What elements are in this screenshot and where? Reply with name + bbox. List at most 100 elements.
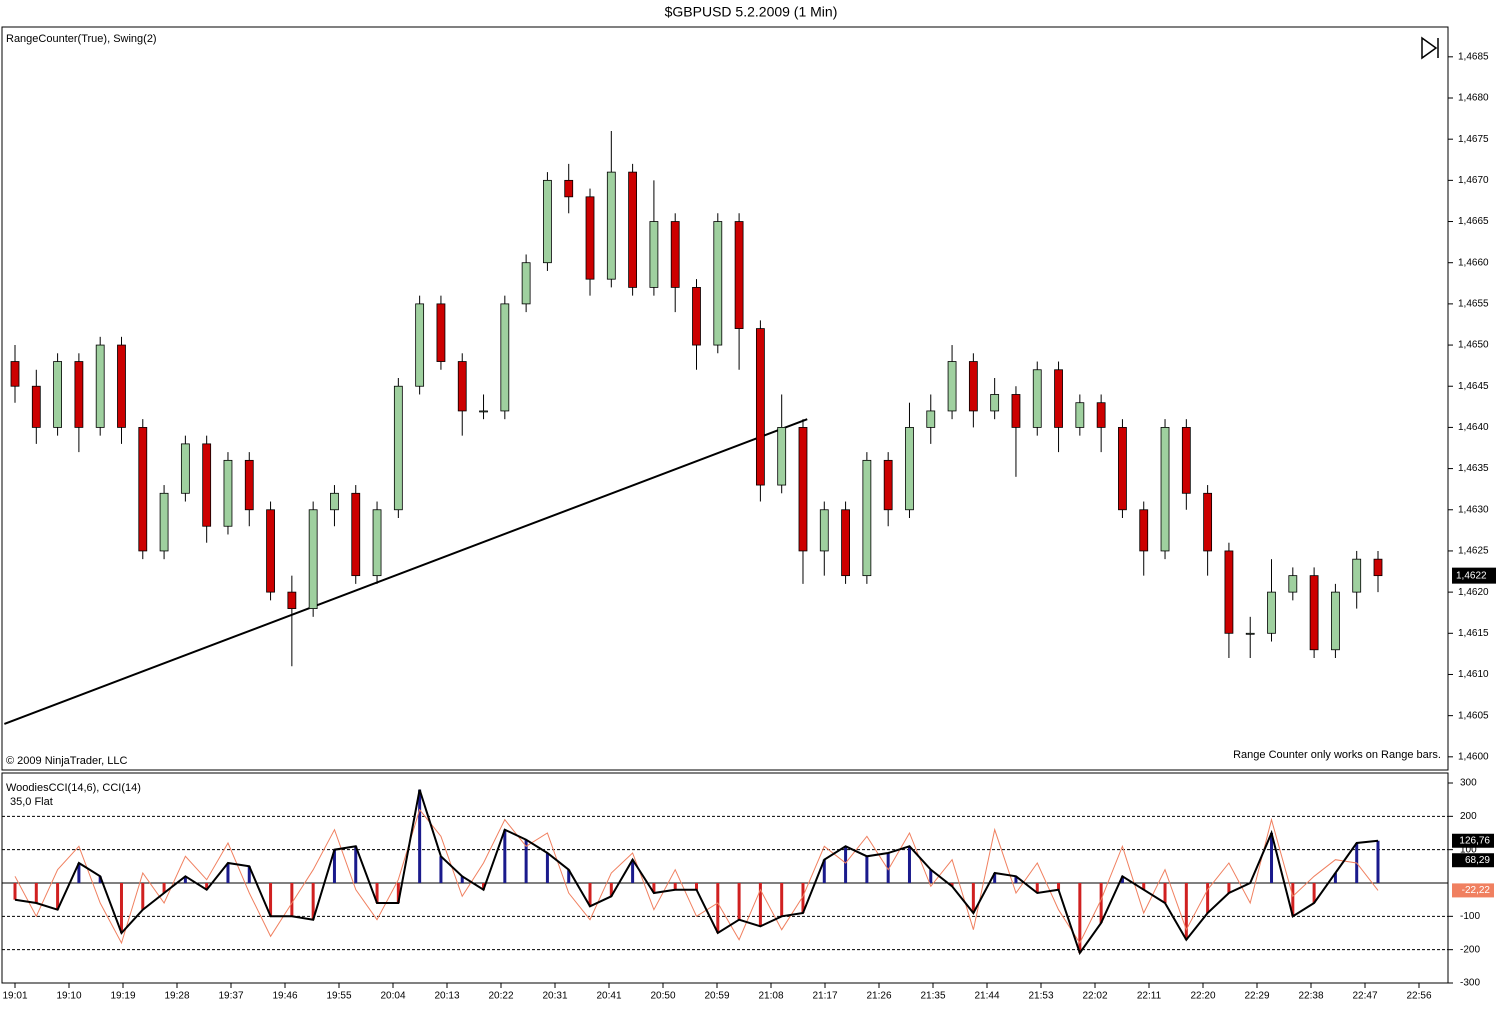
y-tick-label: 1,4650 <box>1458 340 1489 351</box>
x-tick-label: 20:50 <box>650 991 675 1002</box>
x-tick-label: 22:29 <box>1244 991 1269 1002</box>
histogram-bar <box>673 883 677 890</box>
histogram-bar <box>524 839 528 883</box>
candle-body <box>1309 575 1319 651</box>
candle-body <box>585 196 595 280</box>
histogram-bar <box>77 863 81 883</box>
histogram-bar <box>1078 883 1082 953</box>
y-tick-label: 1,4605 <box>1458 710 1489 721</box>
candle-body <box>947 361 957 412</box>
candle-body <box>734 221 744 329</box>
histogram-bar <box>652 883 656 893</box>
histogram-bar <box>971 883 975 913</box>
candle-body <box>521 262 531 305</box>
candle-body <box>1245 632 1255 635</box>
candle-body <box>1032 369 1042 428</box>
histogram-bar <box>1312 883 1316 903</box>
candle-body <box>819 509 829 552</box>
y-tick-label: 1,4660 <box>1458 257 1489 268</box>
x-tick-label: 22:20 <box>1190 991 1215 1002</box>
play-icon[interactable] <box>1421 36 1439 60</box>
x-tick-label: 22:11 <box>1137 991 1162 1002</box>
histogram-bar <box>844 846 848 883</box>
histogram-bar <box>460 876 464 883</box>
histogram-bar <box>907 846 911 883</box>
candle-body <box>95 344 105 428</box>
histogram-bar <box>758 883 762 927</box>
histogram-bar <box>56 883 60 910</box>
histogram-bar <box>98 876 102 883</box>
value-marker-label: 68,29 <box>1465 855 1490 866</box>
histogram-bar <box>34 883 38 903</box>
candle-body <box>500 303 510 412</box>
x-tick-label: 19:46 <box>272 991 297 1002</box>
x-tick-label: 22:02 <box>1082 991 1107 1002</box>
x-tick-label: 19:37 <box>218 991 243 1002</box>
candle-body <box>436 303 446 362</box>
histogram-bar <box>950 883 954 887</box>
candle-body <box>393 385 403 511</box>
x-tick-label: 19:28 <box>164 991 189 1002</box>
cci-panel <box>1 772 1449 984</box>
histogram-bar <box>716 883 720 933</box>
candle-body <box>138 427 148 552</box>
candle-body <box>1075 402 1085 428</box>
histogram-bar <box>801 883 805 913</box>
y-tick-label: 1,4640 <box>1458 422 1489 433</box>
x-tick-label: 21:44 <box>974 991 999 1002</box>
candle-body <box>223 459 233 527</box>
y-tick-label: 1,4675 <box>1458 134 1489 145</box>
y-tick-label: 1,4620 <box>1458 587 1489 598</box>
histogram-bar <box>545 853 549 883</box>
histogram-bar <box>1099 883 1103 923</box>
candle-body <box>1096 402 1106 428</box>
histogram-bar <box>332 849 336 883</box>
candle-body <box>628 171 638 288</box>
candle-body <box>1331 591 1340 651</box>
price-panel <box>1 26 1449 771</box>
x-tick-label: 21:26 <box>866 991 891 1002</box>
histogram-bar <box>588 883 592 907</box>
histogram-bar <box>1057 883 1061 890</box>
value-marker <box>1452 883 1494 898</box>
candle-body <box>308 509 318 609</box>
value-marker-label: -22,22 <box>1462 885 1491 896</box>
candle-body <box>777 427 787 486</box>
y-tick-label: 1,4615 <box>1458 628 1489 639</box>
value-marker-label: 126,76 <box>1459 835 1490 846</box>
x-tick-label: 19:55 <box>326 991 351 1002</box>
candle-body <box>1181 427 1191 494</box>
x-tick-label: 20:41 <box>596 991 621 1002</box>
note: Range Counter only works on Range bars. <box>1233 749 1441 761</box>
histogram-bar <box>1184 883 1188 940</box>
histogram-bar <box>290 883 294 917</box>
histogram-bar <box>396 883 400 903</box>
candle-body <box>1139 509 1149 552</box>
histogram-bar <box>418 789 422 883</box>
histogram-bar <box>1120 876 1124 883</box>
candle-body <box>606 171 616 280</box>
candle-body <box>74 361 84 428</box>
candle-body <box>53 361 62 428</box>
candle-body <box>457 361 467 412</box>
panel-label: WoodiesCCI(14,6), CCI(14) <box>6 782 141 794</box>
y-tick-label: 1,4635 <box>1458 463 1489 474</box>
candle-body <box>670 221 680 288</box>
candle-body <box>1224 550 1234 634</box>
value-marker <box>1452 853 1494 868</box>
y-tick-label: 1,4685 <box>1458 51 1489 62</box>
histogram-bar <box>1163 883 1167 903</box>
candle-body <box>244 459 254 511</box>
candle-body <box>1011 394 1021 428</box>
candle-body <box>1352 558 1362 593</box>
histogram-bar <box>1035 883 1039 893</box>
y-tick-label: 1,4665 <box>1458 216 1489 227</box>
copyright: © 2009 NinjaTrader, LLC <box>6 755 127 767</box>
histogram-bar <box>1227 883 1231 893</box>
x-tick-label: 21:53 <box>1028 991 1053 1002</box>
histogram-bar <box>13 883 17 900</box>
histogram-bar <box>1014 876 1018 883</box>
last-price-box <box>1452 567 1496 584</box>
x-tick-label: 19:01 <box>2 991 27 1002</box>
